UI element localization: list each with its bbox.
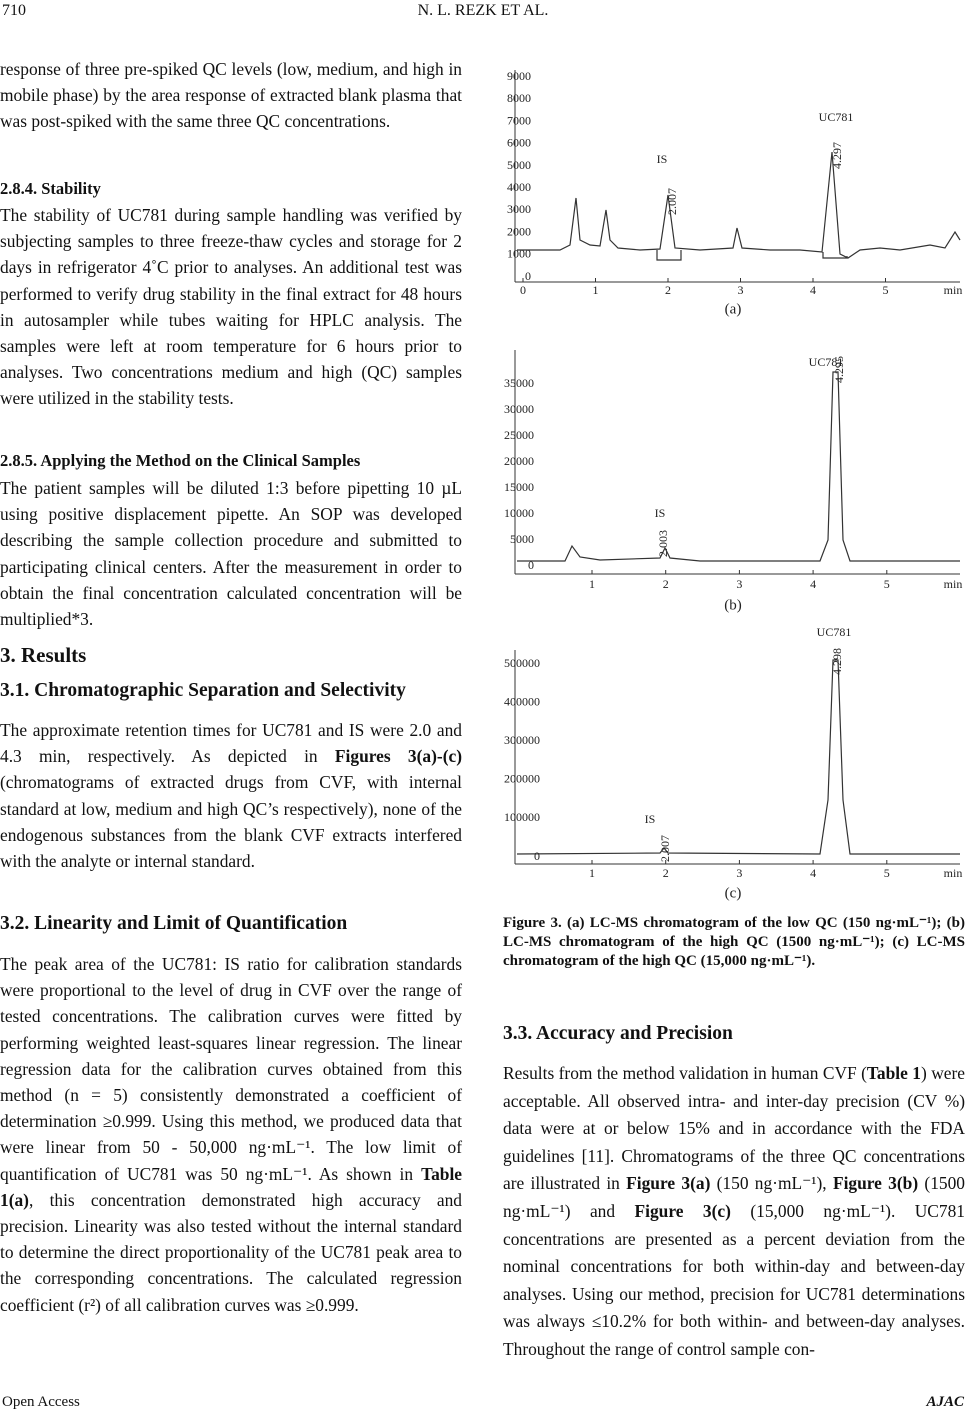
bold-text: Table 1: [866, 1063, 921, 1083]
x-tick-label: 4: [810, 866, 816, 880]
x-unit: min: [944, 577, 963, 591]
heading: 2.8.4. Stability: [0, 179, 101, 198]
y-tick-label: 100000: [504, 810, 540, 824]
peak-baseline: [656, 250, 848, 261]
x-tick-label: 1: [589, 866, 595, 880]
peak-name: UC781: [819, 110, 854, 124]
y-tick-label: 300000: [504, 733, 540, 747]
text-run: The approximate retention times for UC78…: [0, 720, 462, 767]
figure-caption: Figure 3. (a) LC-MS chromatogram of the …: [503, 915, 965, 969]
trace: [517, 151, 961, 259]
y-tick-label: 35000: [504, 376, 534, 390]
peak-name: IS: [655, 506, 666, 520]
heading: 3.3. Accuracy and Precision: [503, 1023, 733, 1044]
bold-text: Figures 3(a)-(c): [334, 746, 462, 767]
retention-time: 2.003: [656, 530, 670, 557]
y-tick-label: 25000: [504, 428, 534, 442]
y-tick-label: 2000: [507, 224, 531, 238]
running-title: N. L. REZK ET AL.: [417, 2, 549, 19]
x-tick-label: 2: [665, 283, 671, 297]
retention-time: 4.295: [832, 356, 846, 383]
panel-label: (c): [725, 885, 742, 901]
x-tick-label: 4: [810, 283, 816, 297]
y-tick-label: 30000: [504, 402, 534, 416]
x-tick-label: 3: [738, 283, 744, 297]
text-run: The stability of UC781 during sample han…: [0, 205, 462, 409]
x-unit: min: [944, 283, 963, 297]
heading: 3.1. Chromatographic Separation and Sele…: [0, 680, 406, 701]
heading: 3. Results: [0, 643, 87, 667]
retention-time: 2.007: [658, 835, 672, 862]
text-run: , this concentration demonstrated high a…: [0, 1189, 462, 1315]
x-tick-label: 4: [810, 577, 816, 591]
y-tick-label: 10000: [504, 506, 534, 520]
paragraph: The approximate retention times for UC78…: [0, 717, 462, 874]
paragraph: response of three pre-spiked QC levels (…: [0, 56, 462, 135]
text-run: (150 ng·mL⁻¹),: [710, 1173, 833, 1194]
x-unit: min: [944, 866, 963, 880]
y-tick-label: 6000: [507, 136, 531, 150]
panel-label: (b): [724, 597, 742, 613]
x-tick-label: 5: [883, 283, 889, 297]
trace: [517, 371, 960, 562]
footer-right: AJAC: [926, 1394, 964, 1410]
y-tick-label: 20000: [504, 454, 534, 468]
x-tick-label: 3: [736, 866, 742, 880]
y-tick-label: 1000: [507, 247, 531, 261]
paragraph: The patient samples will be diluted 1:3 …: [0, 475, 462, 632]
paragraph: The peak area of the UC781: IS ratio for…: [0, 951, 462, 1318]
y-tick-label: 8000: [507, 91, 531, 105]
y-tick-label: 5000: [510, 532, 534, 546]
y-tick-label: 200000: [504, 772, 540, 786]
x-tick-label: 5: [884, 577, 890, 591]
bold-text: Figure 3(a): [626, 1173, 711, 1194]
y-tick-label: 5000: [507, 158, 531, 172]
x-tick-label: 2: [663, 866, 669, 880]
heading: 3.2. Linearity and Limit of Quantificati…: [0, 913, 348, 934]
bold-text: Figure 3(c): [634, 1200, 731, 1221]
text-run: The peak area of the UC781: IS ratio for…: [0, 954, 462, 1184]
y-tick-label: 3000: [507, 202, 531, 216]
retention-time: 2.007: [665, 188, 679, 215]
x-tick-label: 0: [520, 283, 526, 297]
y-tick-label: 0: [528, 558, 534, 572]
y-tick-label: 500000: [504, 656, 540, 670]
y-tick-label: 9000: [507, 69, 531, 83]
heading: 2.8.5. Applying the Method on the Clinic…: [0, 451, 361, 470]
x-tick-label: 2: [663, 577, 669, 591]
x-tick-label: 5: [884, 866, 890, 880]
text-run: (1500 ng·mL⁻¹) and: [503, 1173, 965, 1221]
peak-name: UC781: [817, 625, 852, 639]
bold-text: Figure 3(b): [832, 1173, 919, 1194]
paragraph: The stability of UC781 during sample han…: [0, 202, 462, 412]
x-tick-label: 1: [593, 283, 599, 297]
y-tick-label: 15000: [504, 480, 534, 494]
y-tick-label: 4000: [507, 180, 531, 194]
y-tick-label: 0: [525, 269, 531, 283]
panel-label: (a): [725, 301, 742, 317]
retention-time: 4.297: [830, 142, 844, 169]
text-run: Results from the method validation in hu…: [503, 1063, 867, 1083]
peak-name: IS: [657, 152, 668, 166]
y-tick-label: 7000: [507, 113, 531, 127]
x-tick-label: 3: [736, 577, 742, 591]
y-tick-label: 0: [534, 849, 540, 863]
text-run: The patient samples will be diluted 1:3 …: [0, 478, 462, 630]
peak-name: IS: [645, 812, 656, 826]
paragraph: Results from the method validation in hu…: [503, 1060, 965, 1364]
retention-time: 4.298: [830, 648, 844, 675]
text-run: ) were acceptable. All observed intra- a…: [503, 1063, 965, 1194]
x-tick-label: 1: [589, 577, 595, 591]
text-run: (15,000 ng·mL⁻¹). UC781 concentrations a…: [503, 1200, 965, 1359]
text-run: (chromatograms of extracted drugs from C…: [0, 772, 462, 872]
footer-left: Open Access: [2, 1394, 80, 1410]
y-tick-label: 400000: [504, 694, 540, 708]
bold-text: Table 1(a): [0, 1163, 462, 1210]
page-number: 710: [2, 2, 26, 19]
trace: [516, 659, 960, 855]
text-run: response of three pre-spiked QC levels (…: [0, 59, 462, 132]
peak-name: UC781: [809, 355, 844, 369]
